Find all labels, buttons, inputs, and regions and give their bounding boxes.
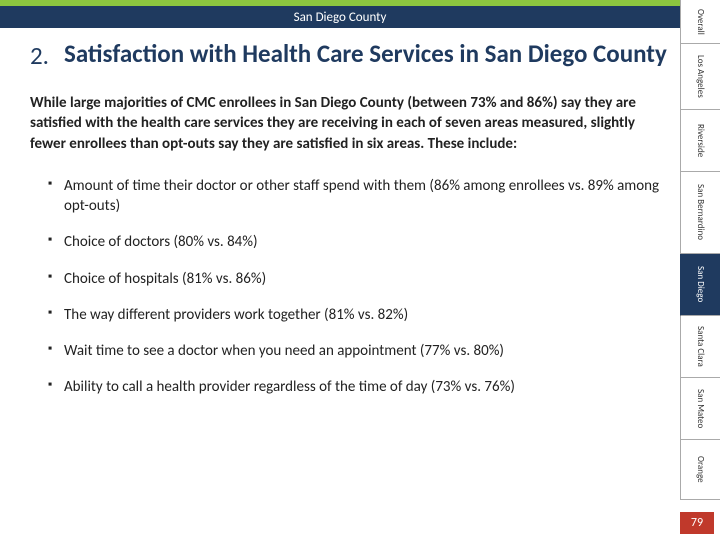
tab-orange[interactable]: Orange: [680, 440, 720, 500]
tab-riverside[interactable]: Riverside: [680, 110, 720, 172]
side-tabs: OverallLos AngelesRiversideSan Bernardin…: [680, 0, 720, 540]
tab-santa-clara[interactable]: Santa Clara: [680, 316, 720, 378]
slide-content: 2. Satisfaction with Health Care Service…: [30, 40, 670, 414]
tab-los-angeles[interactable]: Los Angeles: [680, 44, 720, 110]
bullet-item: Amount of time their doctor or other sta…: [48, 176, 670, 217]
bullet-item: Choice of doctors (80% vs. 84%): [48, 232, 670, 252]
tab-san-bernardino[interactable]: San Bernardino: [680, 172, 720, 254]
top-bar: San Diego County: [0, 0, 680, 28]
heading-number: 2.: [30, 40, 64, 71]
tab-san-diego[interactable]: San Diego: [680, 254, 720, 316]
bullet-item: Wait time to see a doctor when you need …: [48, 341, 670, 361]
intro-paragraph: While large majorities of CMC enrollees …: [30, 93, 670, 154]
bullet-item: Ability to call a health provider regard…: [48, 377, 670, 397]
bullet-list: Amount of time their doctor or other sta…: [30, 176, 670, 398]
page-number: 79: [680, 512, 714, 534]
bullet-item: The way different providers work togethe…: [48, 305, 670, 325]
tab-overall[interactable]: Overall: [680, 0, 720, 44]
bullet-item: Choice of hospitals (81% vs. 86%): [48, 269, 670, 289]
tab-san-mateo[interactable]: San Mateo: [680, 378, 720, 440]
slide-heading: 2. Satisfaction with Health Care Service…: [30, 40, 670, 71]
top-bar-title: San Diego County: [0, 6, 680, 28]
heading-text: Satisfaction with Health Care Services i…: [64, 40, 667, 69]
